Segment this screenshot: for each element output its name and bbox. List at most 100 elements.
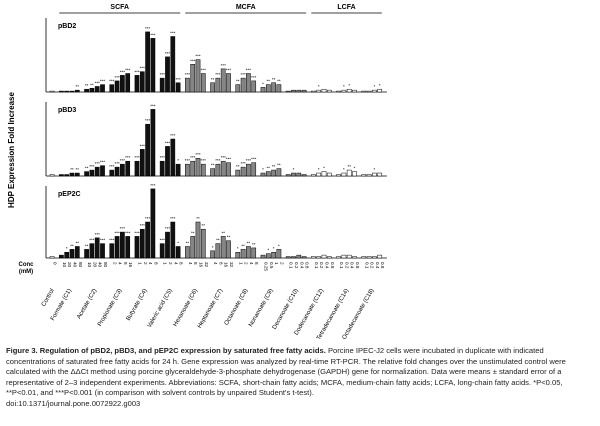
significance: ***	[160, 155, 166, 160]
significance: **	[267, 166, 271, 171]
conc-value: 2	[279, 262, 284, 265]
bar	[301, 256, 307, 259]
bar	[341, 254, 347, 259]
significance: ***	[109, 238, 115, 243]
significance: ***	[251, 157, 257, 162]
conc-value: 0.4	[350, 262, 355, 269]
bar	[150, 188, 156, 259]
bar	[321, 254, 327, 259]
bar	[341, 172, 347, 177]
bar	[49, 90, 55, 93]
conc-value: 2	[168, 262, 173, 265]
bar	[145, 31, 150, 93]
bar	[276, 249, 282, 259]
bar	[265, 253, 271, 259]
compound-label: Control	[41, 288, 56, 308]
y-axis-label: HDP Expression Fold Increase	[7, 92, 16, 208]
bar	[134, 160, 140, 177]
bar	[185, 77, 190, 93]
significance: ***	[246, 158, 252, 163]
significance: ***	[95, 161, 101, 166]
significance: ***	[120, 69, 126, 74]
significance: ***	[100, 79, 106, 84]
significance: ***	[114, 230, 120, 235]
conc-value: 32	[204, 262, 209, 268]
significance: ***	[114, 75, 120, 80]
significance: ***	[145, 118, 151, 123]
significance: ***	[160, 238, 166, 243]
significance: ***	[185, 72, 191, 77]
bar	[276, 168, 282, 177]
conc-value: 4	[118, 262, 123, 265]
bar	[285, 174, 291, 177]
significance: *	[323, 166, 325, 171]
compound-label: Butyrate (C4)	[126, 288, 149, 322]
bar	[251, 80, 257, 93]
panel-label: pBD3	[58, 107, 76, 114]
significance: ***	[150, 183, 156, 188]
compound-label: Decanoate (C10)	[272, 288, 300, 331]
bar	[210, 250, 215, 259]
bar	[235, 251, 241, 259]
compound-label: Octanoate (C8)	[224, 288, 250, 327]
bar	[145, 221, 150, 259]
significance: ***	[89, 238, 95, 243]
bar	[200, 73, 206, 93]
significance: **	[216, 238, 220, 243]
significance: *	[212, 245, 214, 250]
conc-value: 10	[87, 262, 92, 268]
bar	[226, 162, 231, 177]
bar	[125, 160, 131, 177]
significance: **	[347, 164, 351, 169]
significance: **	[221, 230, 225, 235]
bar	[165, 231, 170, 259]
bar	[109, 243, 115, 259]
bar	[200, 228, 206, 259]
bar	[114, 80, 120, 93]
bar	[326, 89, 332, 93]
bar	[190, 64, 196, 93]
bar	[170, 221, 176, 259]
significance: ***	[170, 31, 176, 36]
bar	[84, 249, 89, 259]
significance: ***	[134, 155, 140, 160]
significance: **	[241, 243, 245, 248]
conc-value: 20	[67, 262, 72, 268]
bar	[377, 88, 383, 93]
bar	[84, 171, 89, 177]
conc-value: 4	[213, 262, 218, 265]
significance: **	[211, 163, 215, 168]
significance: ***	[95, 232, 101, 237]
conc-value: 16	[224, 262, 229, 268]
significance: *	[348, 83, 350, 88]
bar	[114, 236, 120, 259]
significance: ***	[215, 158, 221, 163]
conc-value: 0.1	[289, 262, 294, 269]
conc-value: 4	[188, 262, 193, 265]
bar	[260, 87, 266, 93]
bar	[159, 77, 165, 93]
caption: Figure 3. Regulation of pBD2, pBD3, and …	[6, 346, 592, 410]
compound-label: Propionate (C3)	[97, 288, 123, 328]
conc-value: 0.5	[269, 262, 274, 269]
bar	[89, 169, 95, 177]
significance: **	[85, 166, 89, 171]
conc-value: 0.2	[370, 262, 375, 269]
significance: **	[70, 243, 74, 248]
bar	[150, 109, 156, 177]
significance: **	[267, 79, 271, 84]
significance: ***	[100, 238, 106, 243]
bar	[145, 123, 150, 177]
bar	[59, 254, 64, 259]
bar	[235, 169, 241, 177]
significance: **	[191, 230, 195, 235]
bar	[210, 82, 215, 93]
significance: ***	[125, 230, 131, 235]
significance: *	[267, 248, 269, 253]
significance: *	[374, 84, 376, 89]
conc-label: Conc	[19, 262, 35, 268]
bar	[170, 138, 176, 177]
significance: *	[66, 246, 68, 251]
bar	[265, 84, 271, 93]
